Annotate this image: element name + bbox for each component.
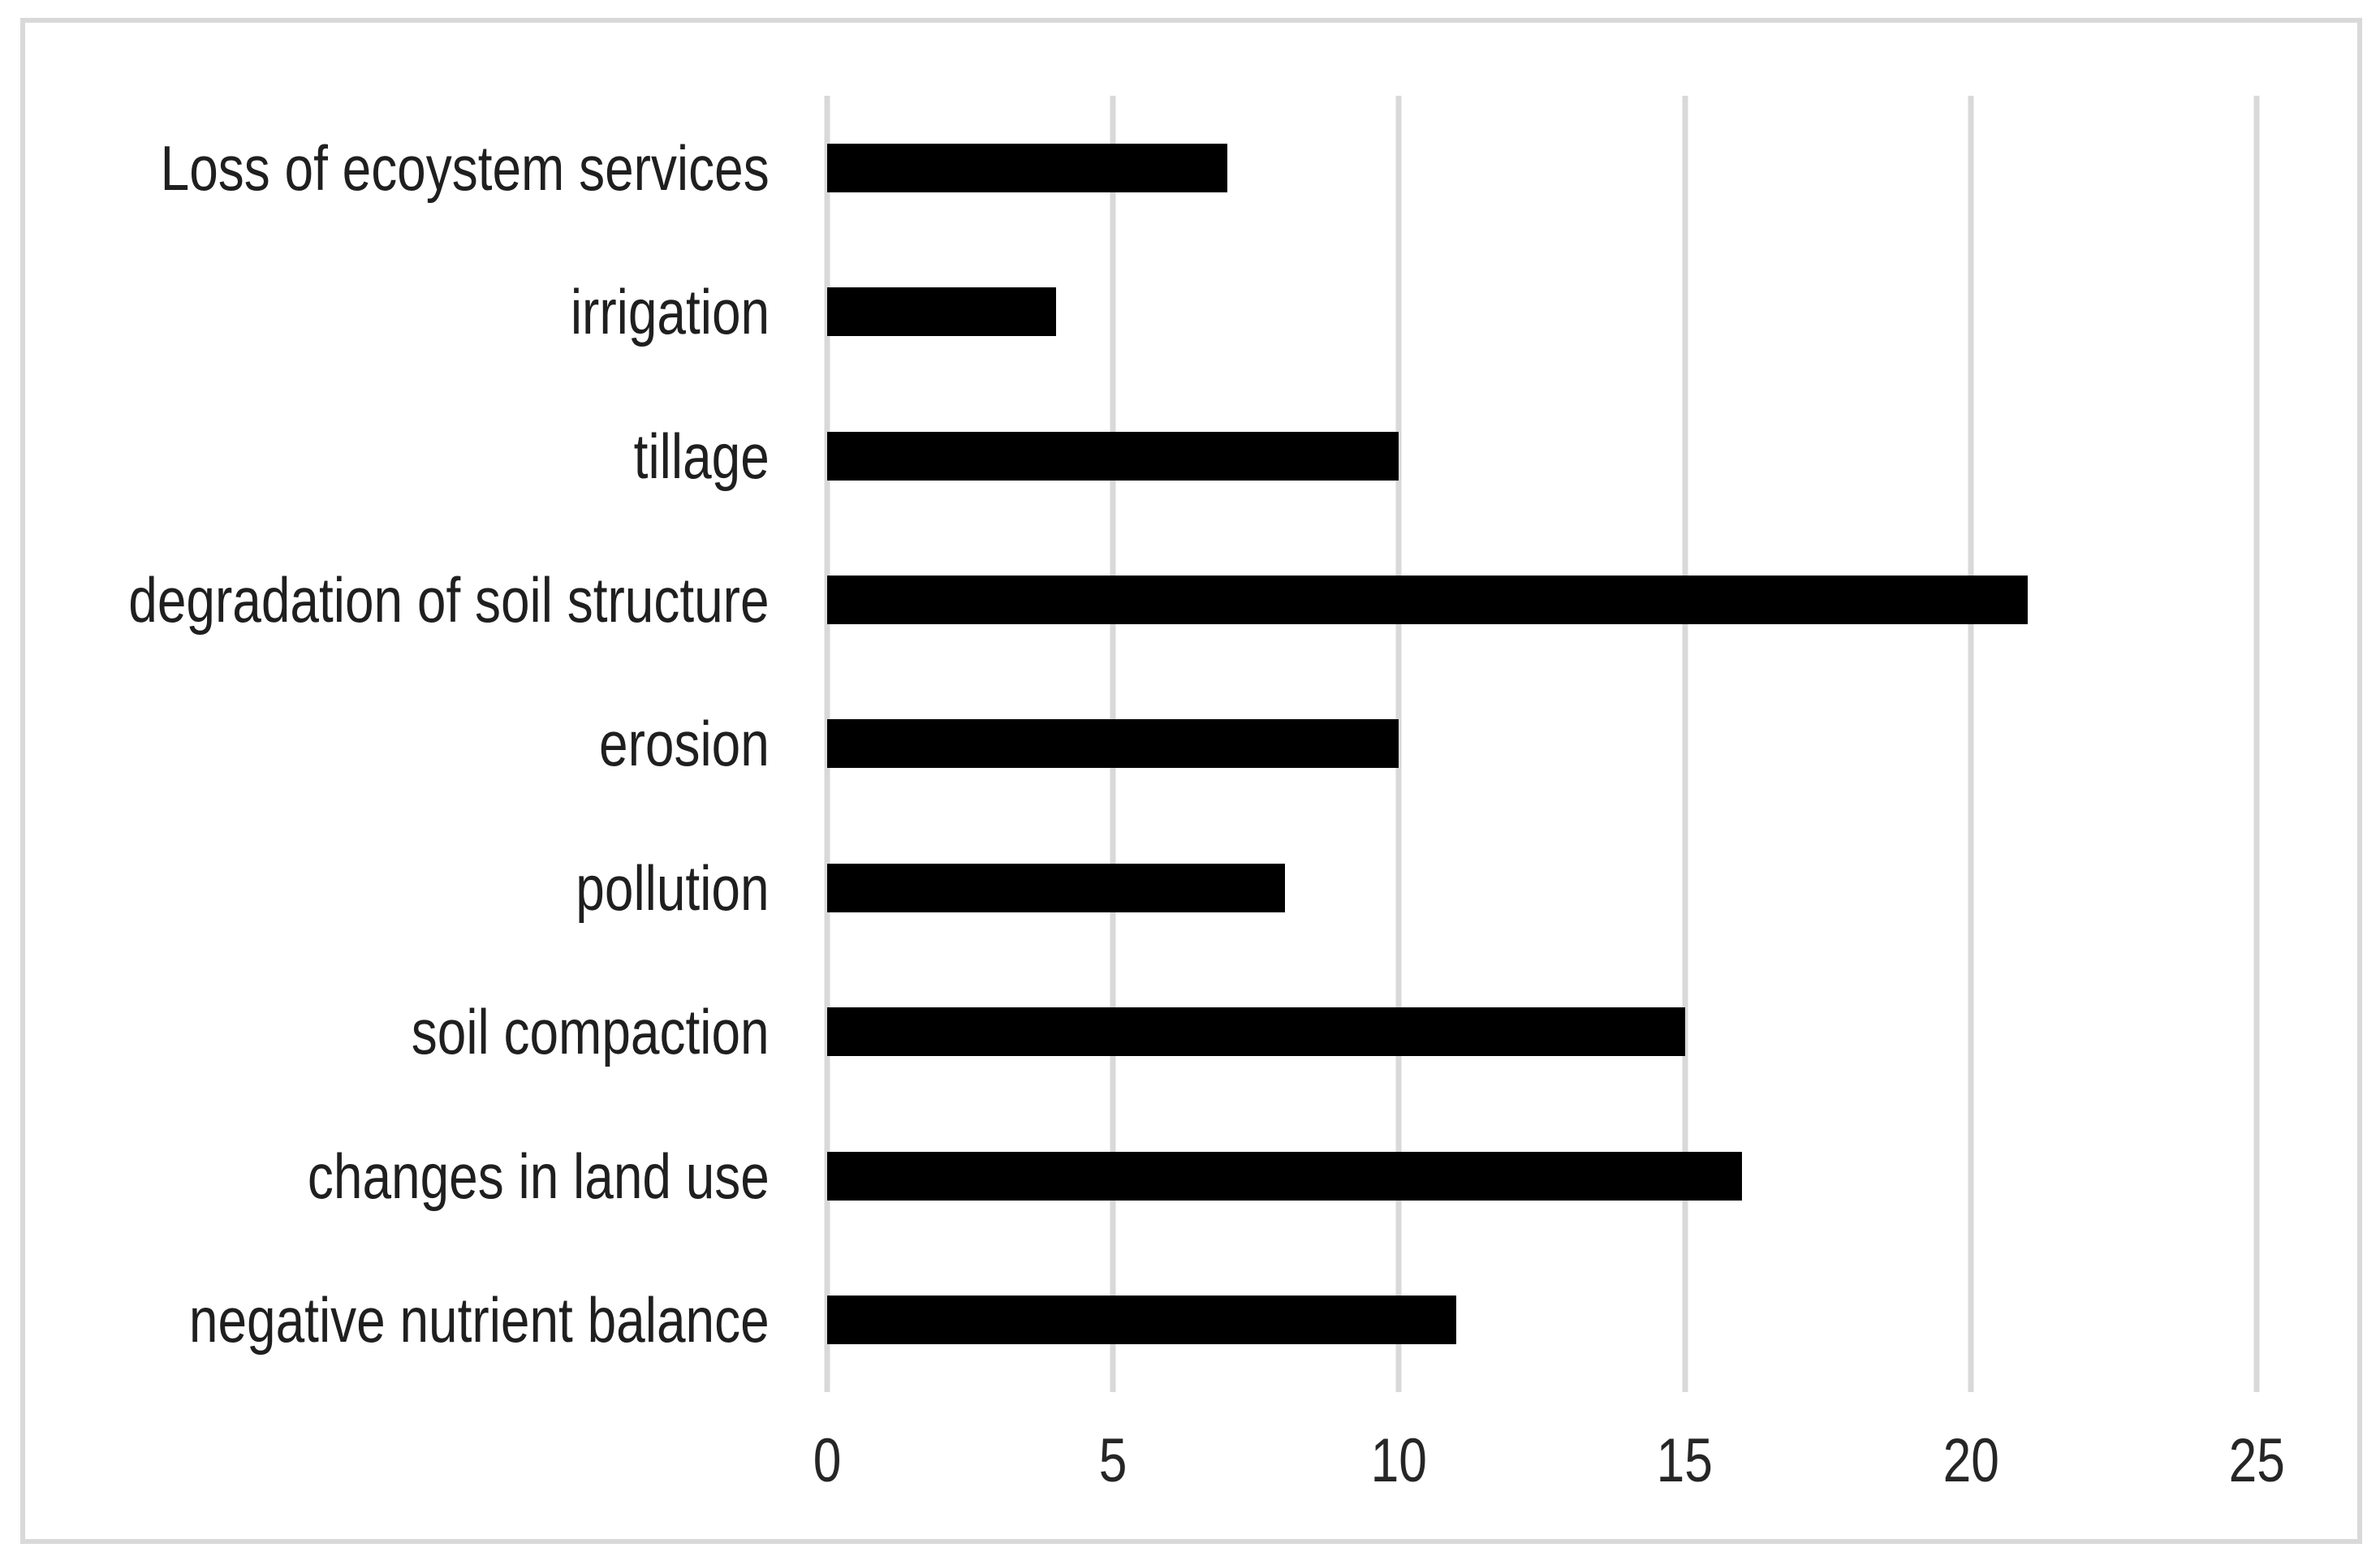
bar-row — [827, 528, 2257, 671]
bar-row — [827, 816, 2257, 959]
bar — [827, 863, 1285, 912]
bar — [827, 576, 2029, 625]
tick-label: 0 — [705, 1426, 949, 1496]
tick-label-text: 0 — [813, 1426, 842, 1495]
category-label: pollution — [23, 816, 770, 959]
category-label: negative nutrient balance — [23, 1248, 770, 1392]
bar-row — [827, 1104, 2257, 1248]
category-label-text: degradation of soil structure — [128, 564, 770, 636]
bar-row — [827, 960, 2257, 1104]
category-label-text: erosion — [599, 708, 770, 780]
bar — [827, 143, 1228, 192]
category-label: soil compaction — [23, 960, 770, 1104]
bar — [827, 1296, 1456, 1345]
tick-label: 25 — [2135, 1426, 2378, 1496]
category-label: Loss of ecoystem services — [23, 96, 770, 239]
chart-border — [20, 18, 2362, 1544]
bar-row — [827, 239, 2257, 383]
category-label: erosion — [23, 672, 770, 816]
category-label-text: irrigation — [570, 276, 770, 348]
tick-label-text: 5 — [1098, 1426, 1127, 1495]
gridline — [1968, 96, 1974, 1392]
gridline — [2253, 96, 2260, 1392]
category-label-text: soil compaction — [412, 996, 770, 1068]
bar — [827, 287, 1056, 337]
bar-row — [827, 96, 2257, 239]
bar — [827, 431, 1399, 481]
category-label: changes in land use — [23, 1104, 770, 1248]
tick-label-text: 25 — [2228, 1426, 2285, 1495]
tick-label-text: 20 — [1942, 1426, 1999, 1495]
bar — [827, 719, 1399, 769]
category-label-text: tillage — [633, 420, 770, 492]
category-label-text: pollution — [576, 851, 770, 924]
bar — [827, 1007, 1685, 1057]
tick-label: 20 — [1849, 1426, 2093, 1496]
bar-row — [827, 672, 2257, 816]
tick-label: 10 — [1277, 1426, 1520, 1496]
gridline — [1395, 96, 1402, 1392]
category-label: degradation of soil structure — [23, 528, 770, 671]
category-label-text: negative nutrient balance — [189, 1284, 770, 1356]
gridline — [1682, 96, 1688, 1392]
category-label-text: changes in land use — [308, 1140, 770, 1212]
bar — [827, 1151, 1743, 1201]
bar-row — [827, 1248, 2257, 1392]
tick-label-text: 10 — [1370, 1426, 1428, 1495]
category-label: irrigation — [23, 239, 770, 383]
tick-label: 15 — [1563, 1426, 1807, 1496]
tick-label: 5 — [991, 1426, 1235, 1496]
category-label-text: Loss of ecoystem services — [160, 131, 770, 204]
tick-label-text: 15 — [1656, 1426, 1714, 1495]
plot-area — [824, 96, 2260, 1392]
category-label: tillage — [23, 384, 770, 528]
bar-row — [827, 384, 2257, 528]
